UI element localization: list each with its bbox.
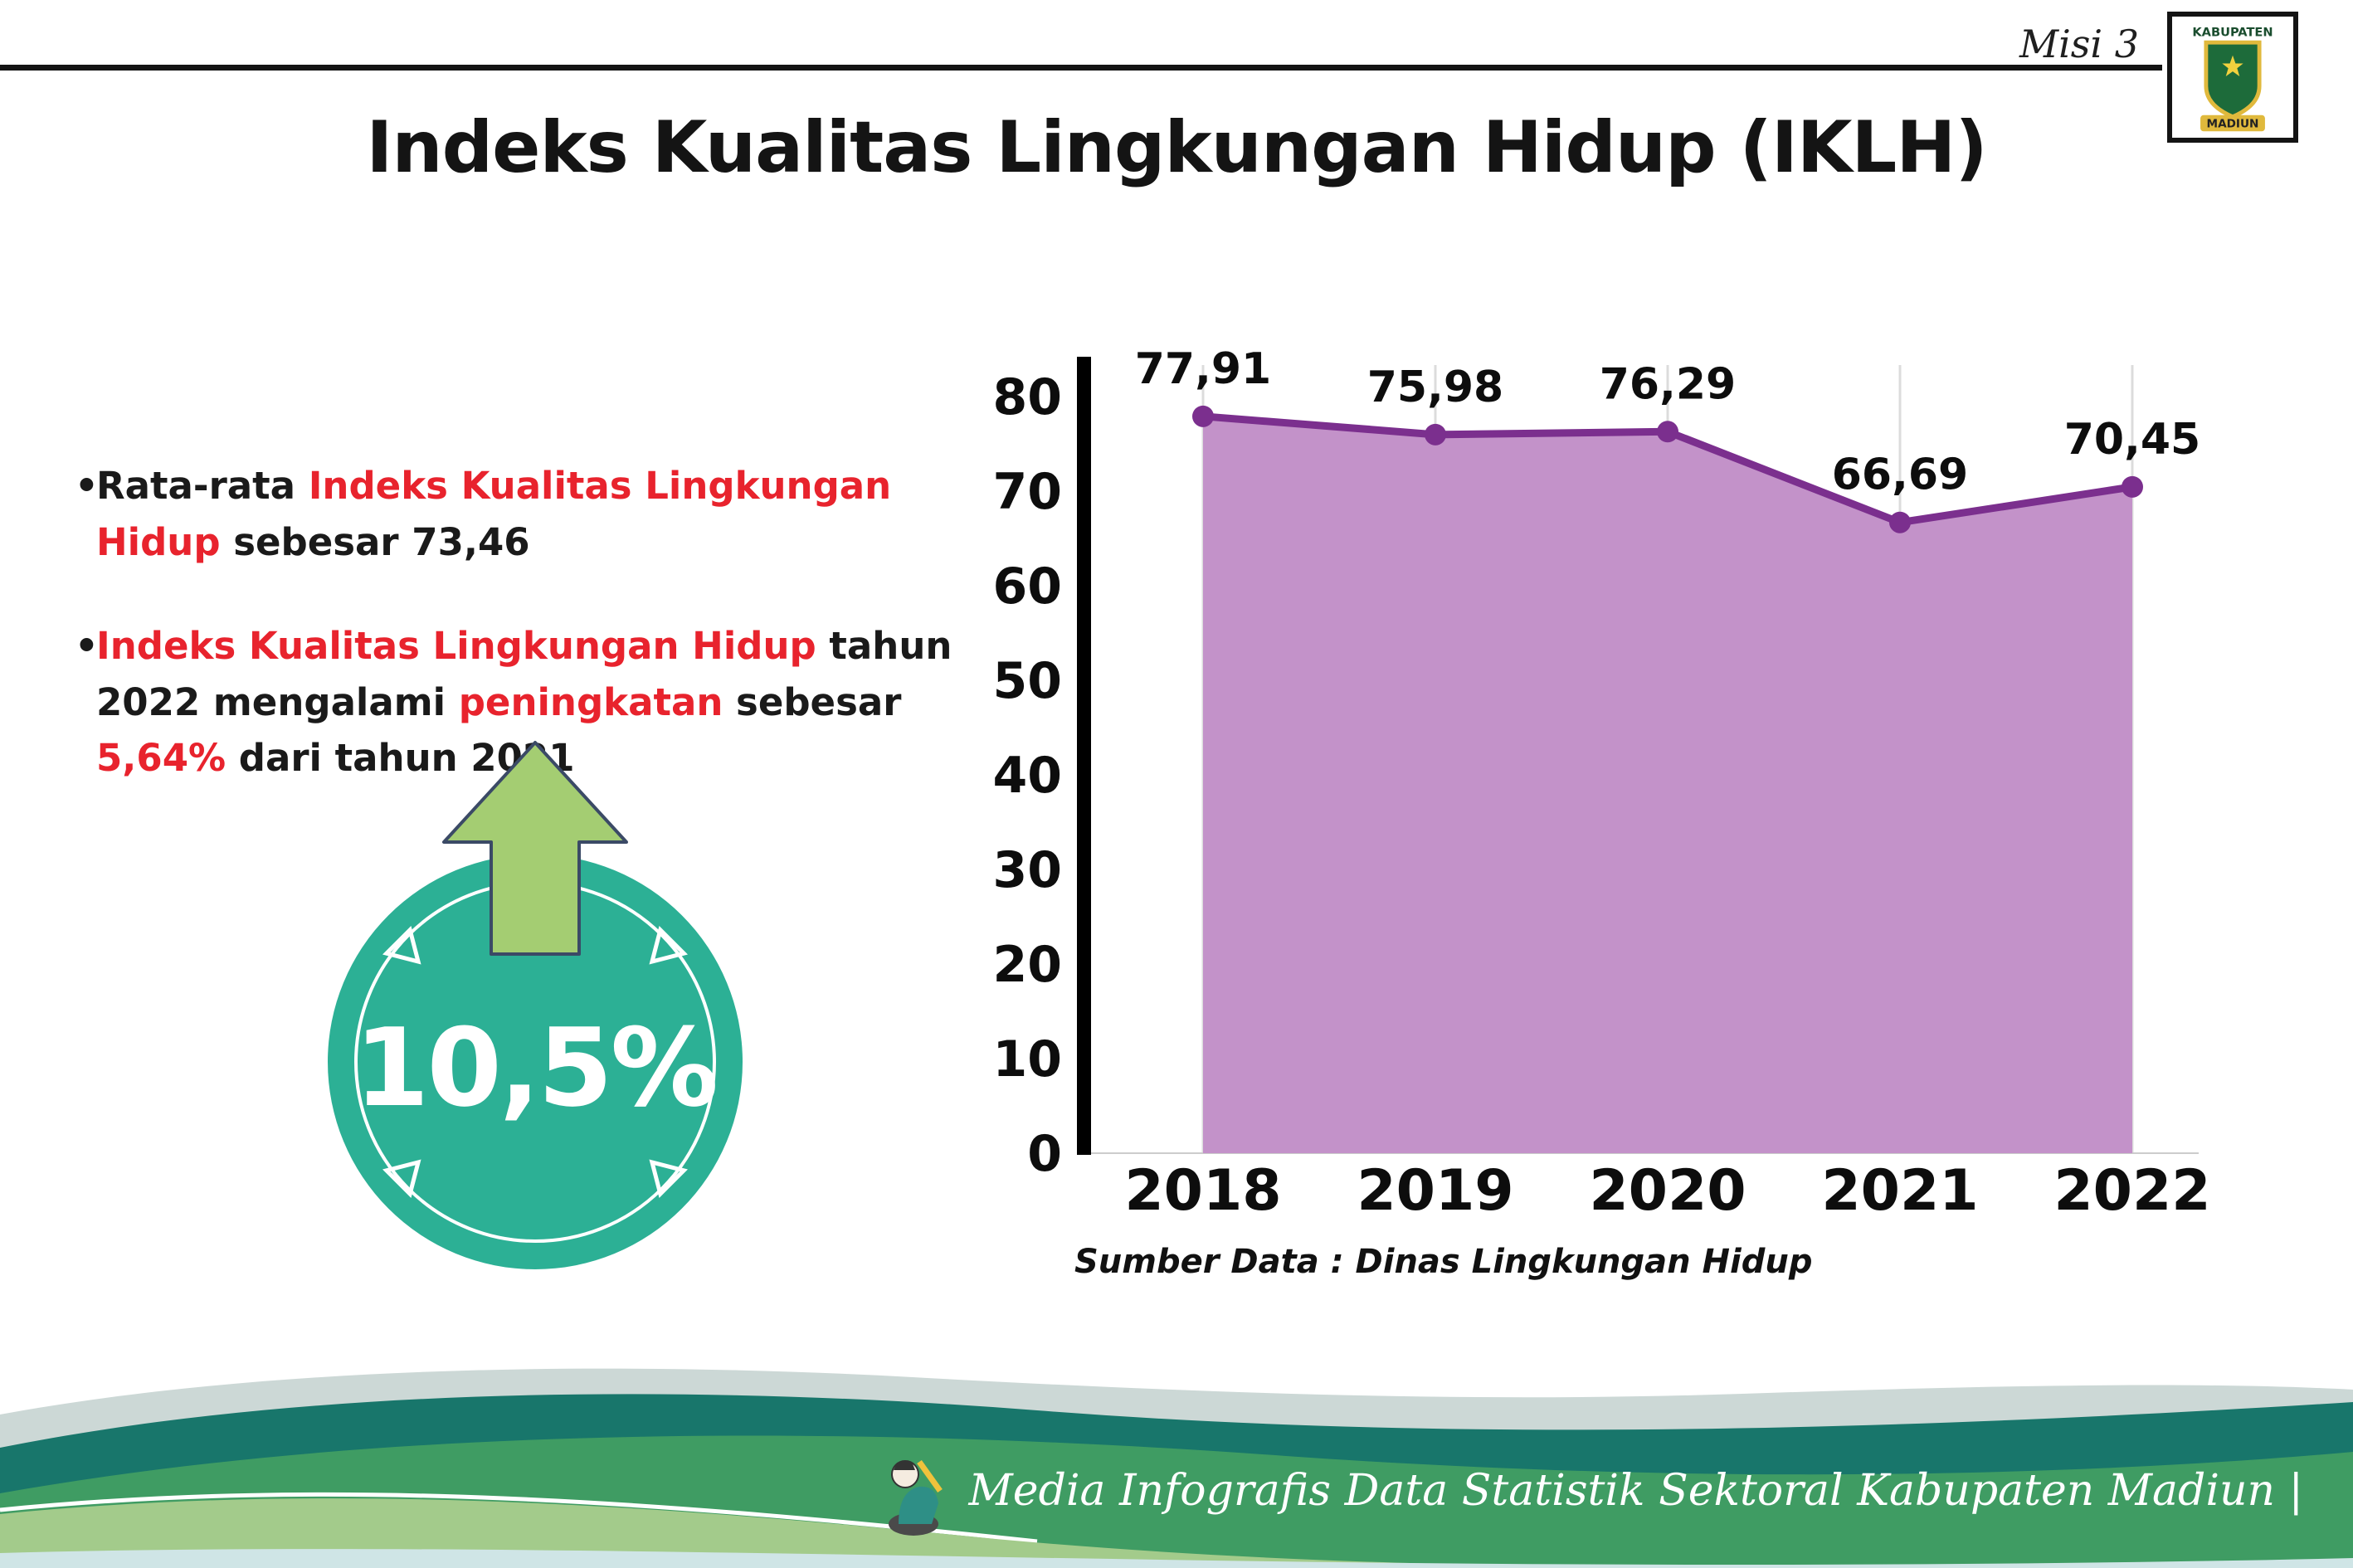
y-tick-label: 0 bbox=[1027, 1125, 1062, 1183]
page-title: Indeks Kualitas Lingkungan Hidup (IKLH) bbox=[366, 106, 1987, 189]
point-value-label: 75,98 bbox=[1367, 363, 1503, 412]
mascot-icon bbox=[888, 1459, 943, 1536]
y-tick-label: 60 bbox=[993, 558, 1063, 616]
footer-wave-graphic bbox=[0, 1368, 2353, 1568]
point-value-label: 76,29 bbox=[1600, 359, 1736, 409]
data-point bbox=[2122, 475, 2143, 498]
highlight-text: Indeks Kualitas Lingkungan Hidup bbox=[96, 464, 892, 564]
x-tick-label: 2021 bbox=[1821, 1158, 1978, 1224]
highlight-text: 5,64% bbox=[96, 736, 227, 780]
footer-caption-row: Media Infografis Data Statistik Sektoral… bbox=[874, 1445, 2303, 1536]
x-tick-label: 2019 bbox=[1357, 1158, 1513, 1224]
header-rule bbox=[0, 65, 2162, 71]
badge-tick-triangle bbox=[382, 925, 421, 965]
x-tick-label: 2022 bbox=[2053, 1158, 2210, 1224]
up-arrow-icon bbox=[442, 741, 628, 956]
area-fill bbox=[1203, 416, 2132, 1153]
data-point bbox=[1657, 421, 1678, 443]
y-tick-label: 10 bbox=[993, 1030, 1063, 1088]
emblem-graphic: KABUPATEN MADIUN bbox=[2172, 17, 2293, 138]
point-value-label: 66,69 bbox=[1832, 450, 1968, 500]
x-tick-label: 2018 bbox=[1124, 1158, 1281, 1224]
summary-bullets: Rata-rata Indeks Kualitas Lingkungan Hid… bbox=[75, 458, 1012, 835]
misi-label: Misi 3 bbox=[2019, 22, 2139, 66]
y-tick-label: 80 bbox=[993, 368, 1063, 426]
badge-circle bbox=[328, 855, 743, 1269]
increase-badge: 10,5% bbox=[328, 741, 743, 1269]
highlight-text: peningkatan bbox=[458, 679, 723, 724]
y-axis-line bbox=[1077, 357, 1091, 1155]
data-point bbox=[1192, 405, 1214, 427]
y-tick-label: 30 bbox=[993, 841, 1063, 899]
badge-tick-triangle bbox=[382, 1159, 421, 1199]
bullet-average-iklh: Rata-rata Indeks Kualitas Lingkungan Hid… bbox=[75, 458, 1012, 570]
y-tick-label: 50 bbox=[993, 652, 1063, 710]
data-source-caption: Sumber Data : Dinas Lingkungan Hidup bbox=[1074, 1243, 1813, 1281]
emblem-text-top: KABUPATEN bbox=[2192, 25, 2273, 39]
badge-tick-triangle bbox=[649, 925, 689, 965]
data-point bbox=[1425, 423, 1446, 446]
highlight-text: Indeks Kualitas Lingkungan Hidup bbox=[96, 624, 816, 668]
badge-tick-triangle bbox=[649, 1159, 689, 1199]
y-tick-label: 70 bbox=[993, 463, 1063, 521]
point-value-label: 77,91 bbox=[1135, 344, 1271, 394]
emblem-star-icon bbox=[2222, 55, 2243, 77]
bullet-increase-2022: Indeks Kualitas Lingkungan Hidup tahun 2… bbox=[75, 618, 1012, 786]
y-tick-label: 40 bbox=[993, 747, 1063, 805]
kabupaten-madiun-logo: KABUPATEN MADIUN bbox=[2167, 12, 2298, 143]
emblem-text-bottom: MADIUN bbox=[2207, 117, 2259, 130]
badge-value: 10,5% bbox=[354, 1005, 716, 1131]
y-tick-label: 20 bbox=[993, 936, 1063, 994]
footer-caption: Media Infografis Data Statistik Sektoral… bbox=[968, 1466, 2303, 1516]
x-tick-label: 2020 bbox=[1589, 1158, 1746, 1224]
emblem-ribbon bbox=[2200, 114, 2265, 132]
footer: Media Infografis Data Statistik Sektoral… bbox=[0, 1352, 2353, 1568]
body-text: tahun 2022 mengalami bbox=[96, 624, 952, 724]
body-text: sebesar bbox=[723, 679, 902, 724]
data-point bbox=[1889, 511, 1911, 533]
iklh-area-chart: 77,91 75,98 76,29 66,69 70,45 0 10 20 30 40 50 60 70… bbox=[993, 344, 2211, 1224]
body-text: Rata-rata bbox=[96, 464, 309, 508]
point-value-label: 70,45 bbox=[2064, 415, 2200, 465]
body-text: sebesar 73,46 bbox=[220, 519, 530, 564]
